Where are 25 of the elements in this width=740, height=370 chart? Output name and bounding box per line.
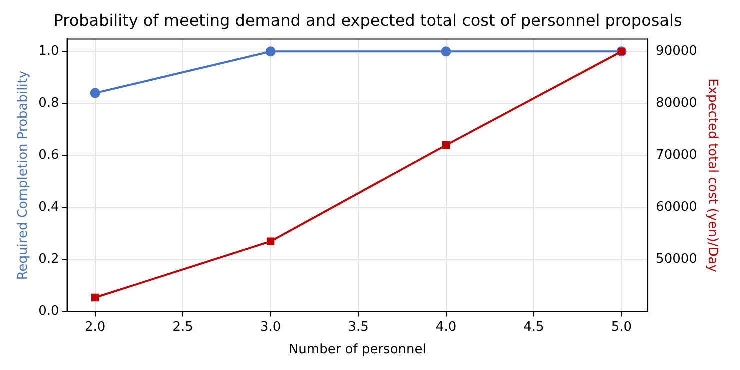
point	[266, 238, 275, 246]
y-axis-title: Required Completion Probability	[16, 70, 32, 280]
point	[92, 294, 100, 302]
y-tick-label: 0.6	[38, 148, 60, 164]
y-tick-label: 0.2	[38, 252, 60, 268]
x-tick-label: 5.0	[611, 320, 632, 335]
y-tick-label: 0.4	[38, 200, 60, 216]
point	[442, 142, 450, 150]
chart-title: Probability of meeting demand and expected total cost of personnel proposals	[54, 10, 682, 30]
y2-tick-label: 80000	[656, 96, 698, 112]
x-tick-label: 4.5	[524, 320, 544, 335]
y2-tick-label: 50000	[656, 252, 698, 268]
x-tick-label: 2.0	[85, 320, 106, 335]
y2-tick-label: 90000	[656, 44, 698, 60]
x-tick-label: 3.5	[348, 320, 369, 335]
x-tick-label: 2.5	[172, 320, 194, 335]
y-tick-label: 1.0	[38, 44, 60, 60]
y2-tick-label: 70000	[656, 148, 698, 164]
y2-axis-title: Expected total cost (yen)/Day	[704, 78, 720, 273]
x-tick-label: 3.0	[260, 320, 282, 335]
y-tick-label: 0.8	[38, 96, 60, 112]
x-tick-label: 4.0	[436, 320, 457, 335]
x-axis-title: Number of personnel	[288, 342, 426, 358]
y-tick-label: 0.0	[38, 304, 60, 320]
y2-tick-label: 60000	[656, 200, 698, 216]
